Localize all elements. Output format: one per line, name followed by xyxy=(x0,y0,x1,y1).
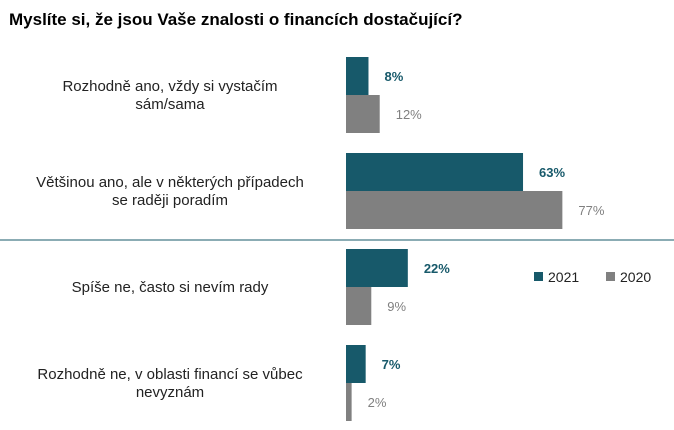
bar-2021 xyxy=(346,345,366,383)
chart-title: Myslíte si, že jsou Vaše znalosti o fina… xyxy=(9,10,463,29)
value-label-2021: 22% xyxy=(424,261,450,276)
legend-label-2020: 2020 xyxy=(620,269,651,285)
value-label-2020: 12% xyxy=(396,107,422,122)
category-label: Rozhodně ano, vždy si vystačím sám/sama xyxy=(62,78,277,113)
legend-swatch-2020 xyxy=(606,272,615,281)
value-label-2020: 77% xyxy=(578,203,604,218)
bar-2020 xyxy=(346,95,380,133)
legend-label-2021: 2021 xyxy=(548,269,579,285)
bar-2021 xyxy=(346,153,524,191)
bar-2021 xyxy=(346,57,369,95)
value-label-2021: 8% xyxy=(384,69,403,84)
bar-2020 xyxy=(346,287,372,325)
value-label-2021: 7% xyxy=(382,357,401,372)
bar-2021 xyxy=(346,249,408,287)
value-label-2020: 2% xyxy=(368,395,387,410)
category-label: Spíše ne, často si nevím rady xyxy=(72,279,269,296)
bar-2020 xyxy=(346,383,352,421)
category-label: Většinou ano, ale v některých případech s… xyxy=(36,174,304,209)
bar-2020 xyxy=(346,191,563,229)
legend-swatch-2021 xyxy=(534,272,543,281)
value-label-2021: 63% xyxy=(539,165,565,180)
value-label-2020: 9% xyxy=(387,299,406,314)
category-label: Rozhodně ne, v oblasti financí se vůbec n… xyxy=(37,366,303,401)
